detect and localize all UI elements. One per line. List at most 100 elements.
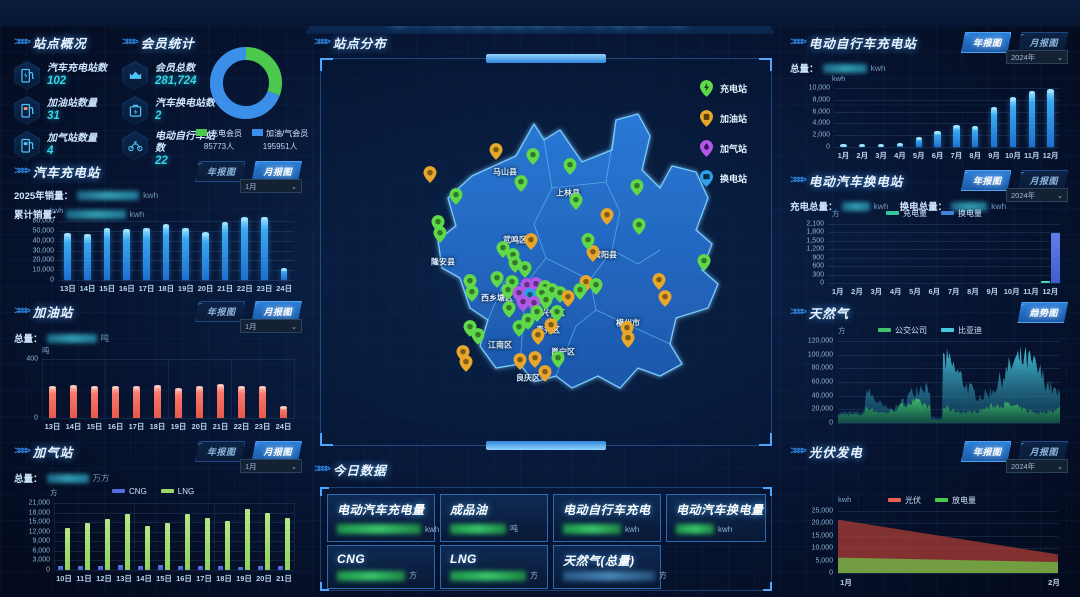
tab-year-report[interactable]: 年报图 [194, 301, 246, 322]
tab-year-report[interactable]: 年报图 [960, 170, 1012, 191]
today-data-card[interactable]: 电动自行车充电 kwh [553, 494, 661, 542]
map-station-pin[interactable] [632, 218, 646, 235]
bar [64, 232, 72, 280]
today-data-card[interactable]: 天然气(总量) 方 [553, 545, 667, 589]
map-station-pin[interactable] [658, 290, 672, 307]
map-station-pin[interactable] [512, 320, 526, 337]
natural-gas-header: >>>> 天然气 趋势图 [790, 302, 1068, 323]
today-data-card[interactable]: CNG 方 [327, 545, 435, 589]
bar [138, 566, 144, 570]
top-bar [0, 0, 1080, 26]
tab-trend-chart[interactable]: 趋势图 [1017, 302, 1068, 323]
ebike-charging-year-select[interactable]: 2024年 ⌄ [1006, 50, 1068, 64]
map-station-pin[interactable] [550, 305, 564, 322]
bar [123, 228, 131, 280]
map-station-pin[interactable] [496, 241, 510, 258]
solar-header: >>>> 光伏发电 年报图 月报图 [790, 441, 1068, 462]
map-station-pin[interactable] [551, 351, 565, 368]
y-axis-label: kwh [832, 74, 846, 83]
solar-year-select[interactable]: 2024年 ⌄ [1006, 459, 1068, 473]
kpi-unit: 万方 [92, 473, 110, 483]
legend-byd: 比亚迪 [941, 325, 982, 336]
map-station-pin[interactable] [518, 261, 532, 278]
tab-year-report[interactable]: 年报图 [960, 32, 1012, 53]
card-unit: 方 [530, 571, 538, 580]
map-station-pin[interactable] [538, 365, 552, 382]
x-axis-tick: 12日 [96, 574, 112, 583]
today-data-card[interactable]: 成品油吨 [440, 494, 548, 542]
map-station-pin[interactable] [513, 353, 527, 370]
x-axis-tick: 2月 [856, 151, 869, 160]
map-station-pin[interactable] [697, 254, 711, 271]
bar [972, 125, 979, 147]
bar [182, 227, 190, 280]
y-axis-label: 吨 [42, 346, 50, 355]
map-station-pin[interactable] [581, 233, 595, 250]
map-station-pin[interactable] [563, 158, 577, 175]
map-station-pin[interactable] [465, 285, 479, 302]
masked-value [450, 523, 506, 534]
ev-charging-month-select[interactable]: 1月 ⌄ [240, 179, 302, 193]
bar [1051, 232, 1061, 283]
map-station-pin[interactable] [501, 283, 515, 300]
map-station-pin[interactable] [508, 256, 522, 273]
ev-swap-title: 电动汽车换电站 [808, 174, 904, 189]
map-station-pin[interactable] [528, 351, 542, 368]
gridline [105, 359, 106, 418]
map-station-pin[interactable] [489, 143, 503, 160]
map-station-pin[interactable] [561, 290, 575, 307]
today-data-card[interactable]: 电动汽车换电量 kwh [666, 494, 766, 542]
map-station-pin[interactable] [514, 175, 528, 192]
map-station-pin[interactable] [459, 355, 473, 372]
ebike-charging-tabs: 年报图 月报图 [960, 32, 1068, 53]
card-title: 电动汽车充电量 [337, 503, 425, 517]
map-station-pin[interactable] [490, 271, 504, 288]
map-station-pin[interactable] [621, 331, 635, 348]
map-station-pin[interactable] [586, 245, 600, 262]
map-station-pin[interactable] [433, 226, 447, 243]
bar [78, 565, 84, 570]
map-station-pin[interactable] [524, 233, 538, 250]
ev-swap-year-select[interactable]: 2024年 ⌄ [1006, 188, 1068, 202]
tab-year-report[interactable]: 年报图 [960, 441, 1012, 462]
cng-station-month-select[interactable]: 1月 ⌄ [240, 459, 302, 473]
gas-station-month-select[interactable]: 1月 ⌄ [240, 319, 302, 333]
gridline [834, 99, 1060, 101]
gas-station-chart: 400 0 13日 14日 15日 16日 17日 18日 19日 20日 21日 22日 23日 24日 [14, 355, 302, 433]
map-station-pin[interactable] [652, 273, 666, 290]
map-station-pin[interactable] [539, 293, 553, 310]
x-axis-tick: 3月 [875, 151, 887, 160]
stat-value: 31 [47, 110, 60, 122]
tab-year-report[interactable]: 年报图 [194, 441, 246, 462]
chevrons-icon: >>>> [790, 36, 807, 48]
map-station-pin[interactable] [573, 283, 587, 300]
map-station-pin[interactable] [471, 328, 485, 345]
y-axis-tick: 400 [26, 355, 38, 363]
map-station-pin[interactable] [600, 208, 614, 225]
map-station-pin[interactable] [502, 301, 516, 318]
map-station-pin[interactable] [516, 295, 530, 312]
bar [90, 386, 99, 418]
bar [124, 513, 130, 570]
y-axis-tick: 30,000 [32, 247, 54, 254]
natural-gas-panel: >>>> 天然气 趋势图 方 公交公司 比亚迪 120,000 100,000 80… [790, 302, 1068, 436]
map-station-pin[interactable] [531, 328, 545, 345]
x-axis-tick: 15日 [156, 574, 172, 583]
today-data-card[interactable]: 电动汽车充电量 kwh [327, 494, 439, 542]
map-station-pin[interactable] [526, 148, 540, 165]
map-station-pin[interactable] [630, 179, 644, 196]
x-axis-tick: 13日 [59, 284, 76, 293]
map-station-pin[interactable] [569, 193, 583, 210]
tab-year-report[interactable]: 年报图 [194, 161, 246, 182]
map-station-pin[interactable] [449, 188, 463, 205]
map-station-pin[interactable] [423, 166, 437, 183]
y-axis-tick: 2,000 [812, 131, 830, 139]
map-legend: 充电站 加油站 加气站 换电站 [700, 80, 747, 187]
nanning-region-map[interactable] [320, 58, 772, 446]
stat-ebike-stations: 电动自行车站数 22 [122, 131, 227, 168]
today-data-card[interactable]: LNG 方 [440, 545, 548, 589]
gas-station-kpi-total: 总量： 吨 [14, 331, 302, 345]
map-station-pin[interactable] [544, 318, 558, 335]
map-station-pin[interactable] [589, 278, 603, 295]
